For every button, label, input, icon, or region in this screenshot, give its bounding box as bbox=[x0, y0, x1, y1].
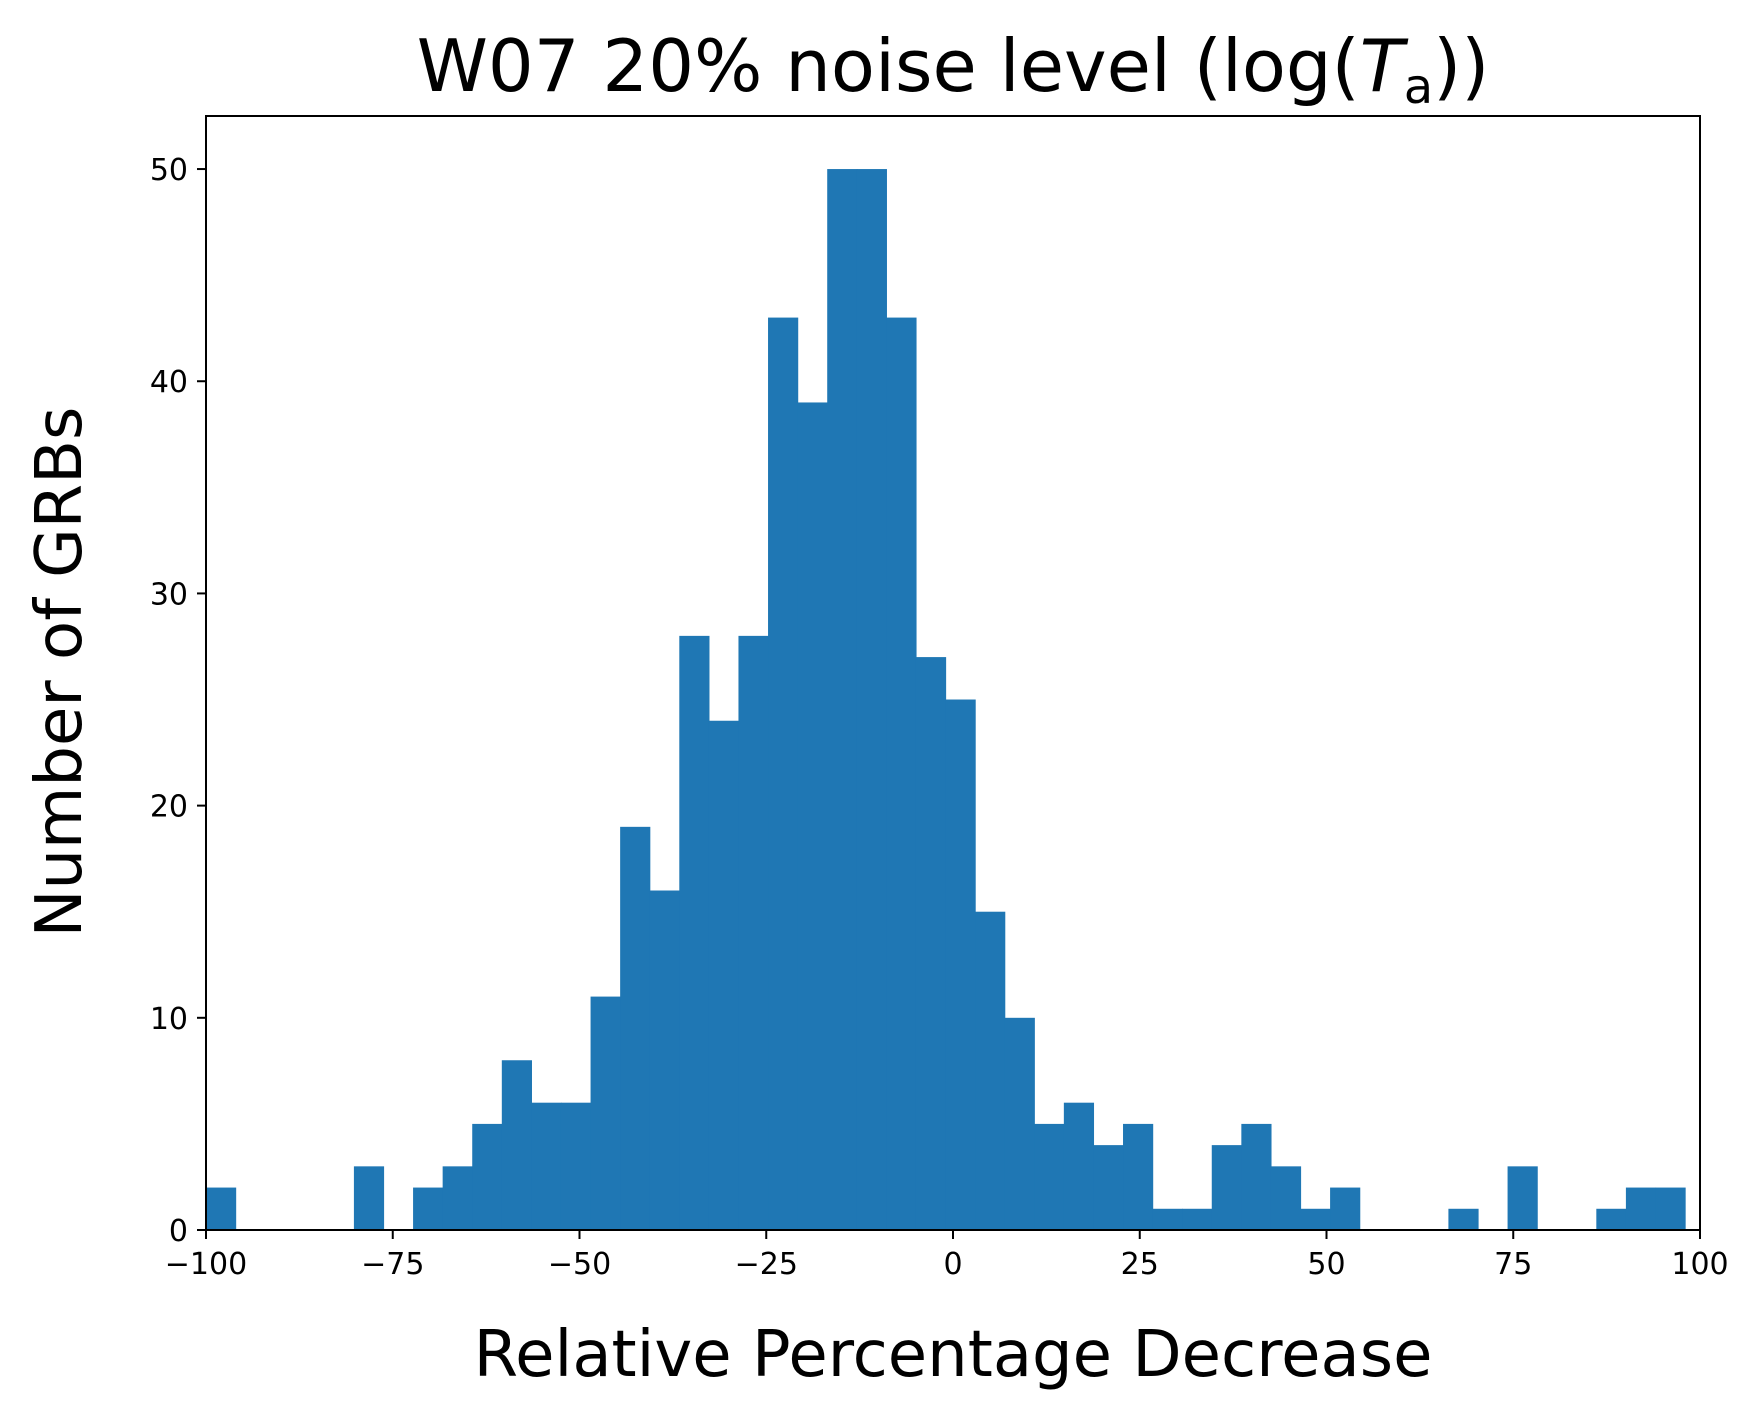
histogram-bar bbox=[353, 1166, 385, 1230]
histogram-bar bbox=[797, 402, 828, 1231]
x-tick-label: −50 bbox=[548, 1247, 611, 1282]
histogram-bar bbox=[1655, 1187, 1686, 1230]
histogram-bar bbox=[1448, 1208, 1479, 1230]
y-axis-title: Number of GRBs bbox=[23, 407, 97, 938]
histogram-bar bbox=[206, 1187, 237, 1230]
histogram-bar bbox=[708, 720, 740, 1230]
histogram-bars bbox=[206, 169, 1686, 1231]
histogram-bar bbox=[1123, 1123, 1154, 1230]
y-tick-label: 40 bbox=[150, 365, 188, 400]
histogram-bar bbox=[590, 996, 621, 1230]
histogram-bar bbox=[945, 699, 976, 1230]
chart-title-suffix: )) bbox=[1433, 24, 1489, 108]
y-tick-label: 10 bbox=[150, 1002, 188, 1037]
histogram-bar bbox=[1330, 1187, 1361, 1230]
histogram-bar bbox=[1270, 1166, 1302, 1230]
histogram-bar bbox=[1063, 1102, 1095, 1230]
histogram-bar bbox=[649, 890, 680, 1230]
histogram-bar bbox=[442, 1166, 473, 1230]
histogram-bar bbox=[531, 1102, 562, 1230]
histogram-bar bbox=[679, 635, 710, 1230]
histogram-bar bbox=[827, 169, 858, 1230]
histogram-bar bbox=[1182, 1208, 1213, 1230]
histogram-bar bbox=[560, 1102, 592, 1230]
histogram-bar bbox=[886, 317, 917, 1231]
histogram-bar bbox=[915, 657, 947, 1230]
histogram-bar bbox=[1300, 1208, 1331, 1230]
x-tick-label: 100 bbox=[1671, 1247, 1728, 1282]
histogram-bar bbox=[1625, 1187, 1657, 1230]
x-tick-label: −100 bbox=[165, 1247, 247, 1282]
y-tick-label: 30 bbox=[150, 577, 188, 612]
x-tick-label: 75 bbox=[1494, 1247, 1532, 1282]
x-tick-label: 25 bbox=[1121, 1247, 1159, 1282]
histogram-bar bbox=[768, 317, 799, 1231]
histogram-bar bbox=[738, 635, 769, 1230]
y-tick-label: 0 bbox=[169, 1214, 188, 1249]
histogram-bar bbox=[472, 1123, 503, 1230]
chart-title: W07 20% noise level (log(Ta)) bbox=[417, 24, 1490, 115]
x-tick-label: −75 bbox=[361, 1247, 424, 1282]
chart-title-prefix: W07 20% noise level (log( bbox=[417, 24, 1360, 108]
histogram-bar bbox=[620, 826, 651, 1230]
histogram-bar bbox=[1241, 1123, 1272, 1230]
histogram-bar bbox=[1093, 1145, 1124, 1230]
chart-title-variable: T bbox=[1360, 24, 1409, 108]
histogram-bar bbox=[501, 1060, 532, 1230]
histogram-bar bbox=[975, 911, 1006, 1230]
x-tick-label: −25 bbox=[735, 1247, 798, 1282]
histogram-bar bbox=[856, 169, 887, 1230]
histogram-bar bbox=[1152, 1208, 1183, 1230]
x-axis-ticks: −100 −75 −50 −25 0 25 50 75 100 bbox=[165, 1230, 1729, 1282]
y-tick-label: 50 bbox=[150, 153, 188, 188]
y-axis-ticks: 0 10 20 30 40 50 bbox=[150, 153, 206, 1249]
y-tick-label: 20 bbox=[150, 790, 188, 825]
chart-title-subscript: a bbox=[1404, 59, 1433, 115]
histogram-bar bbox=[1004, 1017, 1035, 1230]
x-tick-label: 50 bbox=[1307, 1247, 1345, 1282]
histogram-bar bbox=[1034, 1123, 1065, 1230]
x-axis-title: Relative Percentage Decrease bbox=[474, 1318, 1433, 1392]
histogram-bar bbox=[413, 1187, 444, 1230]
histogram-bar bbox=[1211, 1145, 1242, 1230]
x-tick-label: 0 bbox=[943, 1247, 962, 1282]
histogram-bar bbox=[1507, 1166, 1538, 1230]
histogram-bar bbox=[1596, 1208, 1627, 1230]
